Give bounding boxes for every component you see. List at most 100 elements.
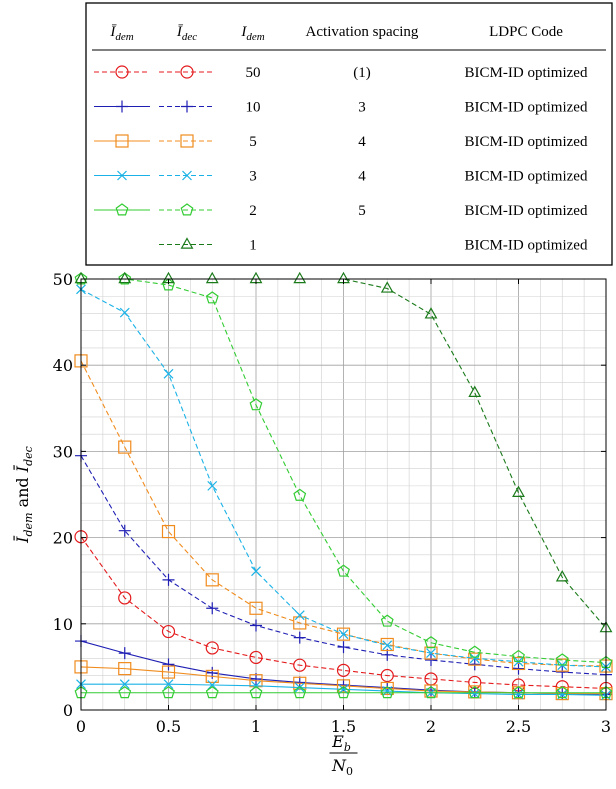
x-tick-label: 1.5: [331, 717, 356, 736]
cross-marker: [119, 307, 130, 318]
y-axis-label: Īdem and Īdec: [12, 446, 35, 544]
plus-marker: [293, 631, 306, 644]
circle-marker: [180, 65, 194, 79]
pentagon-marker: [555, 653, 569, 666]
square-marker: [293, 616, 307, 630]
x-label-denominator: N0: [331, 756, 353, 778]
legend-header-dem-avg-base: Ī: [109, 24, 117, 40]
legend-header-dem-avg-sub: dem: [115, 31, 133, 43]
plus-marker: [337, 641, 350, 654]
series-b10c: [75, 449, 612, 681]
pentagon-marker: [424, 686, 438, 699]
cross-marker: [426, 648, 436, 659]
legend-header-code: LDPC Code: [489, 24, 563, 40]
legend-code-value: BICM-ID optimized: [465, 203, 588, 219]
cross-marker: [294, 682, 305, 693]
plus-marker: [250, 619, 262, 632]
plus-marker: [181, 100, 193, 113]
legend-spacing-value: 3: [358, 100, 366, 116]
legend-idem-value: 5: [249, 134, 257, 150]
x-tick-label: 0: [76, 717, 86, 736]
cross-marker: [382, 640, 393, 651]
x-label-denominator-sub: 0: [346, 765, 353, 778]
cross-marker: [163, 368, 174, 379]
y-label-part: dec: [22, 446, 35, 466]
pentagon-marker: [205, 686, 219, 699]
plus-marker: [468, 658, 481, 671]
square-marker: [115, 134, 129, 148]
cross-marker: [119, 679, 130, 690]
legend-sample-dec: [159, 237, 215, 249]
plus-marker: [118, 524, 131, 537]
y-tick-label: 50: [53, 270, 73, 289]
square-marker: [336, 627, 351, 641]
y-label-part: Ī: [12, 535, 32, 544]
cross-marker: [117, 170, 127, 181]
legend-sample-dem: [94, 170, 150, 181]
pentagon-marker: [512, 686, 525, 699]
legend-sample-dem: [94, 134, 150, 148]
legend-header-spacing: Activation spacing: [306, 24, 419, 40]
square-marker: [161, 665, 176, 679]
cross-marker: [294, 610, 305, 621]
x-tick-label: 1: [251, 717, 261, 736]
square-marker: [205, 573, 219, 587]
pentagon-marker: [468, 686, 482, 699]
legend-idem-value: 1: [249, 238, 257, 254]
pentagon-marker: [118, 686, 132, 699]
legend-header-dec-avg: Īdec: [176, 24, 197, 43]
legend-code-value: BICM-ID optimized: [465, 134, 588, 150]
legend-spacing-value: 5: [358, 203, 366, 219]
square-marker: [336, 679, 351, 693]
x-tick-label: 3: [601, 717, 611, 736]
legend-header-idem-base: I: [240, 24, 247, 40]
legend-header-dec-avg-base: Ī: [176, 24, 184, 40]
series-line: [81, 278, 607, 664]
plus-marker: [556, 666, 569, 679]
triangle-marker: [424, 307, 438, 319]
pentagon-marker: [162, 686, 175, 699]
cross-marker: [251, 566, 261, 577]
cross-marker: [207, 480, 218, 491]
pentagon-marker: [249, 398, 263, 411]
y-label-part: Ī: [12, 464, 32, 473]
square-marker: [511, 656, 526, 671]
pentagon-marker: [512, 649, 525, 663]
triangle-marker: [180, 237, 194, 249]
plus-marker: [162, 573, 175, 586]
plus-marker: [206, 602, 219, 615]
square-marker: [118, 662, 132, 676]
circle-marker: [336, 663, 351, 677]
pentagon-marker: [118, 272, 132, 285]
plus-marker: [425, 654, 437, 667]
pentagon-marker: [337, 564, 350, 577]
legend-idem-value: 3: [249, 169, 257, 185]
pentagon-marker: [293, 488, 307, 501]
legend-sample-dem: [94, 203, 150, 216]
pentagon-marker: [205, 291, 219, 304]
legend-spacing-value: 4: [358, 134, 366, 150]
square-marker: [205, 669, 219, 683]
pentagon-marker: [424, 636, 438, 649]
square-marker: [161, 524, 176, 539]
series-g2d: [74, 686, 613, 699]
cross-marker: [469, 653, 480, 664]
legend-code-value: BICM-ID optimized: [465, 169, 588, 185]
legend: Īdem Īdec Idem Activation spacing LDPC Code 5…: [85, 2, 613, 266]
legend-header-idem: Idem: [240, 24, 264, 43]
square-marker: [380, 637, 394, 652]
legend-sample-dec: [159, 134, 215, 148]
legend-idem-value: 50: [246, 65, 261, 81]
pentagon-marker: [380, 614, 394, 627]
series-g2c: [74, 272, 613, 669]
circle-marker: [161, 624, 176, 639]
cross-marker: [163, 679, 174, 690]
pentagon-marker: [337, 686, 350, 699]
triangle-marker: [555, 570, 569, 582]
y-tick-label: 10: [53, 615, 73, 634]
plus-marker: [116, 100, 128, 113]
circle-marker: [293, 658, 307, 672]
y-tick-label: 0: [63, 701, 73, 720]
